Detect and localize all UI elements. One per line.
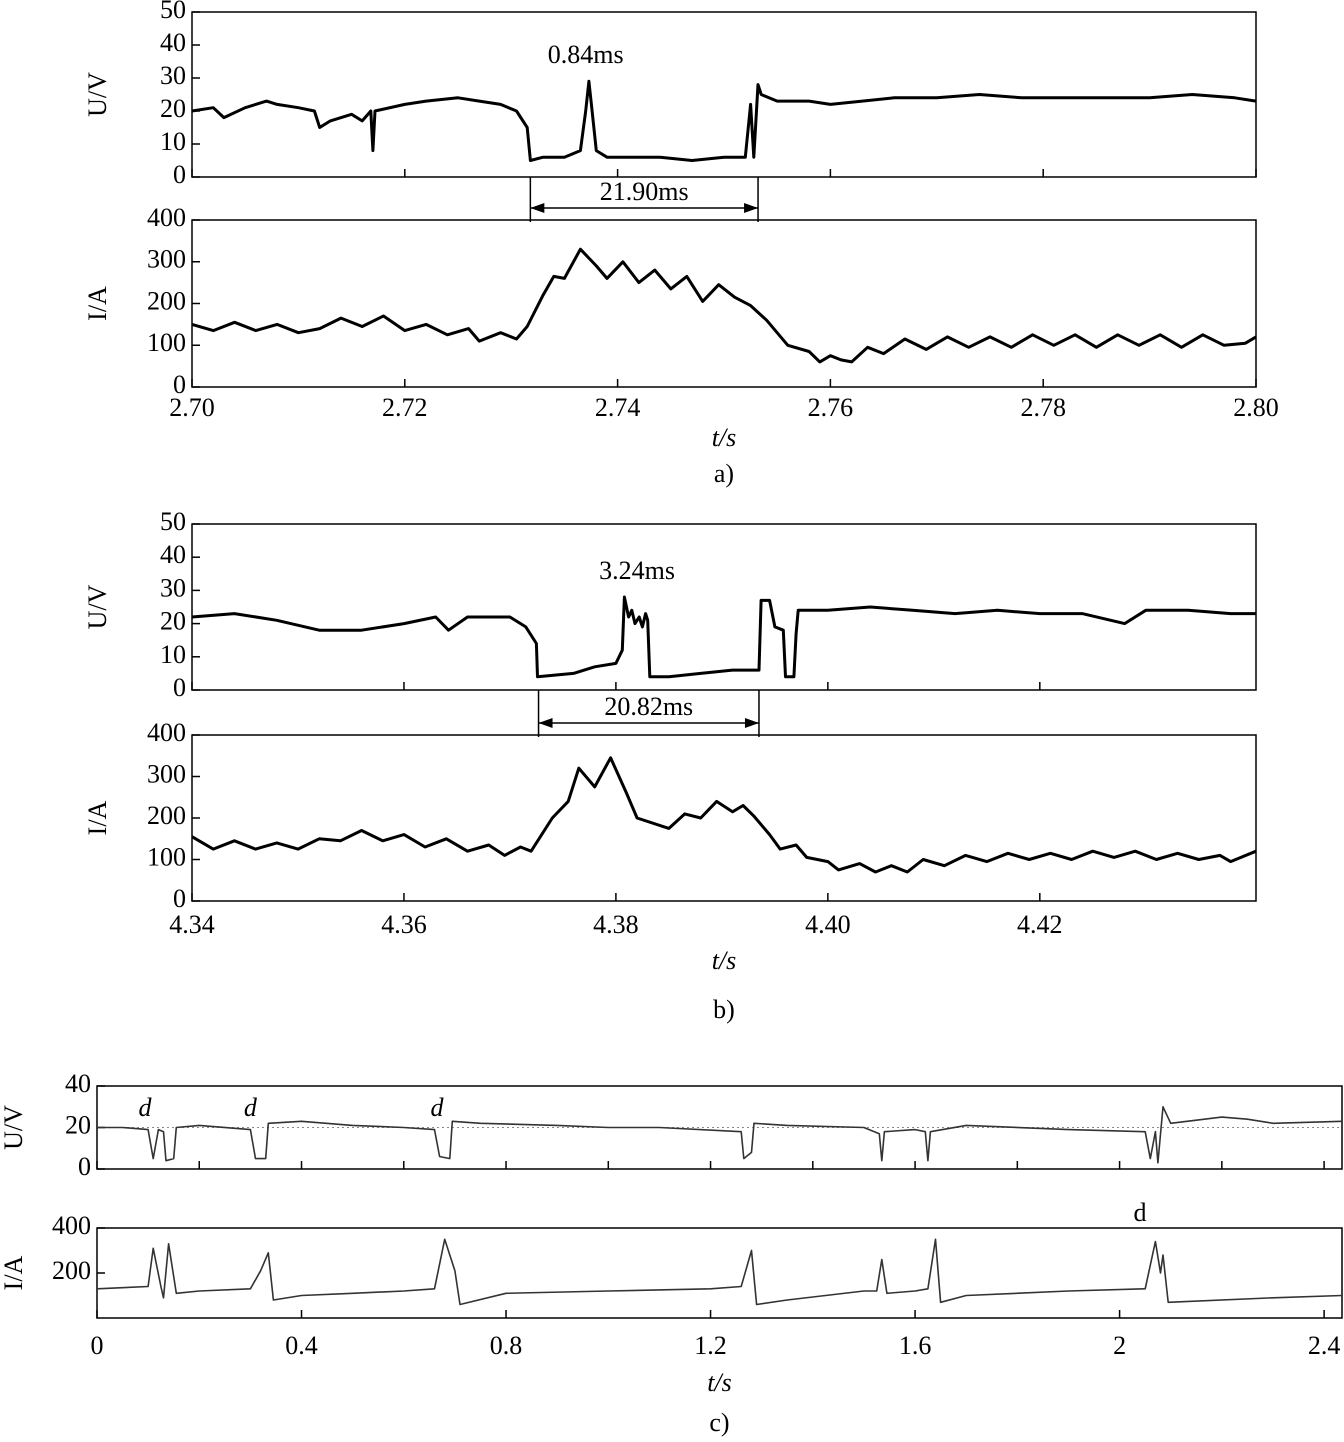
y-tick-label: 30	[160, 61, 186, 90]
y-tick-label: 200	[52, 1256, 91, 1285]
y-tick-label: 40	[160, 28, 186, 57]
x-tick-label: 2.80	[1233, 393, 1279, 422]
y-tick-label: 100	[147, 328, 186, 357]
x-tick-label: 2	[1113, 1331, 1126, 1360]
trace	[96, 1238, 1343, 1306]
x-tick-label: 2.70	[169, 393, 215, 422]
y-tick-label: 300	[147, 759, 186, 788]
y-tick-label: 20	[160, 607, 186, 636]
x-tick-label: 4.38	[593, 910, 639, 939]
y-axis-label: I/A	[0, 1255, 28, 1290]
trace	[191, 79, 1257, 162]
y-tick-label: 100	[147, 842, 186, 871]
arrow-head	[538, 718, 553, 728]
caption: b)	[713, 995, 735, 1024]
annotation: 20.82ms	[604, 692, 693, 721]
trace	[191, 756, 1257, 874]
y-tick-label: 300	[147, 245, 186, 274]
arrow-head	[744, 718, 759, 728]
trace	[191, 247, 1257, 364]
caption: a)	[714, 459, 734, 488]
x-tick-label: 4.40	[805, 910, 851, 939]
x-tick-label: 2.76	[808, 393, 854, 422]
x-tick-label: 1.6	[899, 1331, 932, 1360]
y-tick-label: 200	[147, 801, 186, 830]
y-tick-label: 50	[160, 507, 186, 536]
x-tick-label: 0.4	[285, 1331, 318, 1360]
annotation: 21.90ms	[600, 177, 689, 206]
y-axis-label: I/A	[83, 286, 112, 321]
y-axis-label: U/V	[0, 1105, 28, 1150]
y-tick-label: 40	[65, 1069, 91, 1098]
y-tick-label: 0	[173, 160, 186, 189]
x-axis-label: t/s	[712, 423, 737, 452]
y-tick-label: 50	[160, 0, 186, 24]
annotation: d	[244, 1093, 258, 1122]
y-tick-label: 10	[160, 127, 186, 156]
y-tick-label: 20	[65, 1110, 91, 1139]
x-tick-label: 1.2	[694, 1331, 727, 1360]
y-tick-label: 200	[147, 286, 186, 315]
annotation: 3.24ms	[599, 556, 675, 585]
plot-frame	[191, 219, 1257, 388]
x-tick-label: 2.78	[1020, 393, 1066, 422]
trace	[191, 595, 1256, 679]
x-axis-label: t/s	[707, 1368, 732, 1397]
y-tick-label: 400	[147, 718, 186, 747]
x-tick-label: 4.42	[1017, 910, 1063, 939]
trace	[97, 1106, 1343, 1164]
y-tick-label: 10	[160, 640, 186, 669]
y-tick-label: 0	[173, 884, 186, 913]
y-axis-label: U/V	[83, 584, 112, 629]
y-tick-label: 20	[160, 94, 186, 123]
annotation: 0.84ms	[548, 40, 624, 69]
y-axis-label: U/V	[83, 72, 112, 117]
arrow-head	[530, 203, 545, 213]
arrow-head	[744, 203, 759, 213]
x-tick-label: 0	[91, 1331, 104, 1360]
y-tick-label: 0	[173, 673, 186, 702]
plot-frame	[191, 11, 1257, 178]
y-tick-label: 40	[160, 540, 186, 569]
x-tick-label: 2.74	[595, 393, 641, 422]
plot-frame	[191, 734, 1257, 902]
x-tick-label: 0.8	[490, 1331, 523, 1360]
y-tick-label: 0	[78, 1152, 91, 1181]
y-tick-label: 30	[160, 573, 186, 602]
x-tick-label: 2.72	[382, 393, 428, 422]
x-axis-label: t/s	[712, 946, 737, 975]
caption: c)	[709, 1408, 729, 1437]
y-axis-label: I/A	[83, 800, 112, 835]
y-tick-label: 400	[52, 1211, 91, 1240]
annotation: d	[139, 1093, 153, 1122]
x-tick-label: 2.4	[1308, 1331, 1341, 1360]
y-tick-label: 400	[147, 203, 186, 232]
y-tick-label: 0	[173, 370, 186, 399]
plot-frame	[191, 523, 1257, 691]
x-tick-label: 4.36	[381, 910, 427, 939]
x-tick-label: 4.34	[169, 910, 215, 939]
annotation: d	[431, 1093, 445, 1122]
annotation: d	[1134, 1198, 1147, 1227]
